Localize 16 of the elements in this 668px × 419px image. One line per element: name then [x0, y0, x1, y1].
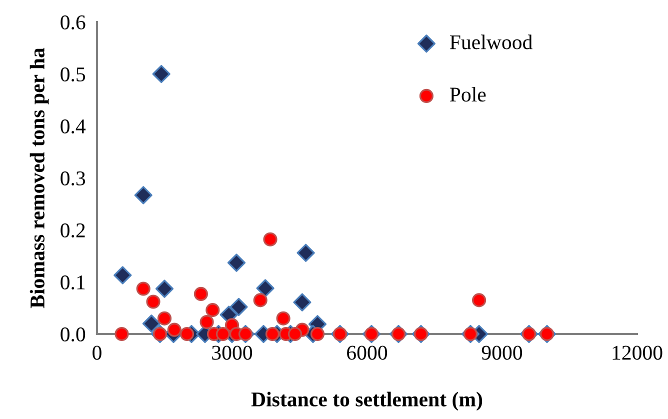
legend-label: Fuelwood: [450, 34, 532, 50]
x-axis-title: Distance to settlement (m): [251, 392, 482, 411]
x-tick-label: 6000: [347, 346, 388, 360]
x-tick-label: 3000: [212, 346, 252, 360]
y-tick-label: 0.5: [60, 67, 86, 82]
x-tick-label: 0: [92, 346, 102, 360]
x-tick-label: 9000: [482, 346, 522, 360]
legend-label: Pole: [450, 86, 486, 102]
y-tick-label: 0.2: [60, 223, 85, 238]
y-tick-label: 0.0: [60, 327, 86, 342]
x-tick-label: 12000: [612, 346, 662, 360]
y-tick-label: 0.1: [60, 275, 85, 290]
y-axis-title: Biomass removed tons per ha: [30, 48, 49, 308]
y-tick-label: 0.3: [60, 171, 86, 186]
y-tick-label: 0.4: [60, 119, 86, 134]
y-tick-label: 0.6: [60, 15, 86, 30]
